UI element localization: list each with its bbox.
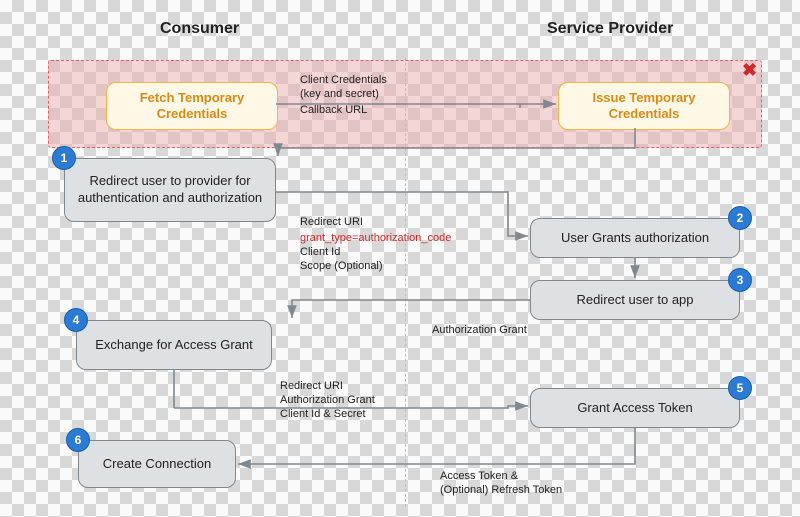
label-grant-type: grant_type=authorization_code [300, 232, 451, 246]
label-access-token: Access Token & (Optional) Refresh Token [440, 470, 562, 498]
label-client-id-secret: Client Id & Secret [280, 408, 366, 422]
step-badge-5: 5 [728, 376, 752, 400]
edge-a_5to6 [238, 428, 635, 464]
node-exchange-access-grant: Exchange for Access Grant [76, 320, 272, 370]
heading-provider: Service Provider [547, 20, 673, 38]
step-badge-4: 4 [64, 308, 88, 332]
label-auth-grant-2: Authorization Grant [280, 394, 375, 408]
step-badge-3: 3 [728, 268, 752, 292]
label-redirect-uri-1: Redirect URI [300, 216, 363, 230]
node-fetch-temp-credentials: Fetch Temporary Credentials [106, 82, 278, 130]
node-redirect-to-provider: Redirect user to provider for authentica… [64, 158, 276, 222]
label-redirect-uri-2: Redirect URI [280, 380, 343, 394]
label-callback-url: Callback URL [300, 104, 367, 118]
step-badge-1: 1 [52, 146, 76, 170]
node-grant-access-token: Grant Access Token [530, 388, 740, 428]
node-redirect-to-app: Redirect user to app [530, 280, 740, 320]
edge-a_3to4 [292, 300, 530, 318]
heading-consumer: Consumer [160, 20, 239, 38]
label-auth-grant-1: Authorization Grant [432, 324, 527, 338]
close-icon[interactable]: ✖ [742, 60, 757, 81]
label-client-id: Client Id [300, 246, 340, 260]
step-badge-6: 6 [66, 428, 90, 452]
label-client-credentials: Client Credentials (key and secret) [300, 74, 387, 102]
step-badge-2: 2 [728, 206, 752, 230]
node-user-grants-auth: User Grants authorization [530, 218, 740, 258]
node-issue-temp-credentials: Issue Temporary Credentials [558, 82, 730, 130]
node-create-connection: Create Connection [78, 440, 236, 488]
label-scope: Scope (Optional) [300, 260, 383, 274]
